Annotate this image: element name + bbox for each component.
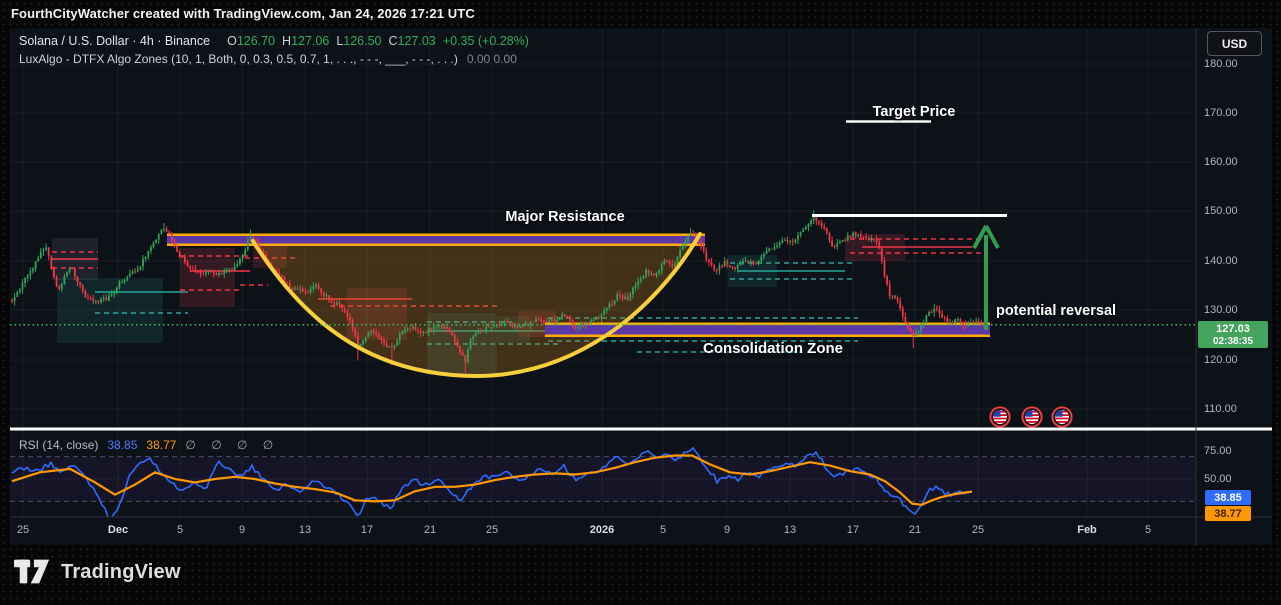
rsi-value-orange: 38.77: [146, 438, 177, 452]
rsi-line: [11, 447, 973, 517]
consolidation-band-mid: [545, 325, 990, 335]
ohlc-open-label: O: [227, 34, 237, 48]
consolidation-band-top: [545, 322, 990, 325]
indicator-name[interactable]: LuxAlgo - DTFX Algo Zones (10, 1, Both, …: [19, 52, 458, 66]
chart-background: [10, 28, 1272, 545]
change-value: +0.35 (+0.28%): [442, 34, 529, 48]
annotation-major-resistance: Major Resistance: [505, 209, 625, 225]
time-tick-label: 25: [485, 524, 499, 536]
price-tick-label: 140.00: [1204, 255, 1238, 267]
main-pane: [52, 233, 990, 376]
time-tick-label: Dec: [107, 524, 129, 536]
price-tick-label: 180.00: [1204, 58, 1238, 70]
us-flag-event-icon[interactable]: [1051, 406, 1073, 428]
grid-lines: [10, 29, 1196, 516]
resistance-target-line: [812, 214, 1007, 217]
indicator-values: 0.00 0.00: [466, 52, 517, 66]
reversal-arrow-head: [972, 225, 1000, 249]
time-tick-label: 13: [298, 524, 312, 536]
rsi-legend[interactable]: RSI (14, close) 38.85 38.77 ∅ ∅ ∅ ∅: [19, 438, 279, 452]
time-tick-label: 25: [16, 524, 30, 536]
rsi-tick-label: 75.00: [1204, 445, 1232, 457]
annotation-consolidation-zone: Consolidation Zone: [703, 340, 843, 357]
algo-zone-red: [347, 288, 407, 340]
symbol-legend[interactable]: Solana / U.S. Dollar · 4h · Binance O126.…: [19, 34, 529, 48]
cup-pattern-fill: [253, 234, 700, 376]
algo-zone-red: [180, 248, 235, 307]
ohlc-high-value: 127.06: [291, 34, 330, 48]
resistance-band-bot: [167, 243, 705, 246]
ohlc-low-value: 126.50: [343, 34, 382, 48]
time-tick-label: 9: [723, 524, 731, 536]
resistance-band-top: [167, 233, 705, 236]
currency-usd-button[interactable]: USD: [1207, 31, 1262, 56]
us-flag-event-icon[interactable]: [1021, 406, 1043, 428]
rsi-value-blue: 38.85: [107, 438, 138, 452]
price-tick-label: 110.00: [1204, 403, 1237, 415]
time-tick-label: 25: [971, 524, 985, 536]
ohlc-high-label: H: [282, 34, 292, 48]
price-tick-label: 160.00: [1204, 156, 1238, 168]
candles-group: [11, 210, 985, 374]
time-tick-label: 5: [176, 524, 184, 536]
time-tick-label: 21: [423, 524, 437, 536]
last-price-value: 127.03: [1216, 322, 1250, 335]
pane-separator: [10, 427, 1272, 431]
symbol-title[interactable]: Solana / U.S. Dollar · 4h · Binance: [19, 34, 211, 48]
target-price-underline: [846, 120, 931, 123]
price-tick-label: 150.00: [1204, 205, 1238, 217]
algo-zone-teal: [497, 316, 530, 343]
price-tick-label: 170.00: [1204, 107, 1238, 119]
cup-curve: [251, 232, 702, 379]
price-tick-label: 130.00: [1204, 304, 1238, 316]
time-tick-label: Feb: [1077, 524, 1097, 536]
time-tick-label: 5: [1144, 524, 1152, 536]
rsi-ma-line: [11, 454, 973, 506]
algo-zone-teal: [57, 278, 163, 343]
rsi-lines: [11, 447, 973, 517]
rsi-empty-values: ∅ ∅ ∅ ∅: [185, 438, 280, 452]
tradingview-logo-text: TradingView: [61, 560, 181, 583]
rsi-tick-label: 50.00: [1204, 473, 1232, 485]
ohlc-open-value: 126.70: [236, 34, 276, 48]
time-tick-label: 5: [659, 524, 667, 536]
indicator-legend[interactable]: LuxAlgo - DTFX Algo Zones (10, 1, Both, …: [19, 52, 517, 66]
rsi-badge-blue: 38.85: [1205, 490, 1251, 505]
time-tick-label: 2026: [589, 524, 615, 536]
resistance-band-mid: [167, 236, 705, 244]
ohlc-close-label: C: [388, 34, 398, 48]
ohlc-low-label: L: [336, 34, 344, 48]
consolidation-band-bot: [545, 334, 990, 337]
tradingview-logo[interactable]: TradingView: [14, 558, 181, 586]
us-flag-event-icon[interactable]: [989, 406, 1011, 428]
bar-countdown: 02:38:35: [1212, 335, 1254, 347]
time-tick-label: 13: [783, 524, 797, 536]
time-tick-label: 17: [846, 524, 860, 536]
attribution-text: FourthCityWatcher created with TradingVi…: [11, 6, 475, 21]
rsi-badge-orange: 38.77: [1205, 506, 1251, 521]
price-tick-label: 120.00: [1204, 354, 1238, 366]
time-tick-label: 17: [360, 524, 374, 536]
time-tick-label: 9: [238, 524, 246, 536]
annotation-target-price: Target Price: [872, 104, 956, 120]
tradingview-logo-icon: [14, 559, 50, 584]
rsi-label[interactable]: RSI (14, close): [19, 438, 99, 452]
annotation-potential-reversal: potential reversal: [995, 303, 1117, 319]
ohlc-close-value: 127.03: [397, 34, 436, 48]
last-price-badge: 127.03 02:38:35: [1198, 321, 1268, 348]
time-tick-label: 21: [908, 524, 922, 536]
